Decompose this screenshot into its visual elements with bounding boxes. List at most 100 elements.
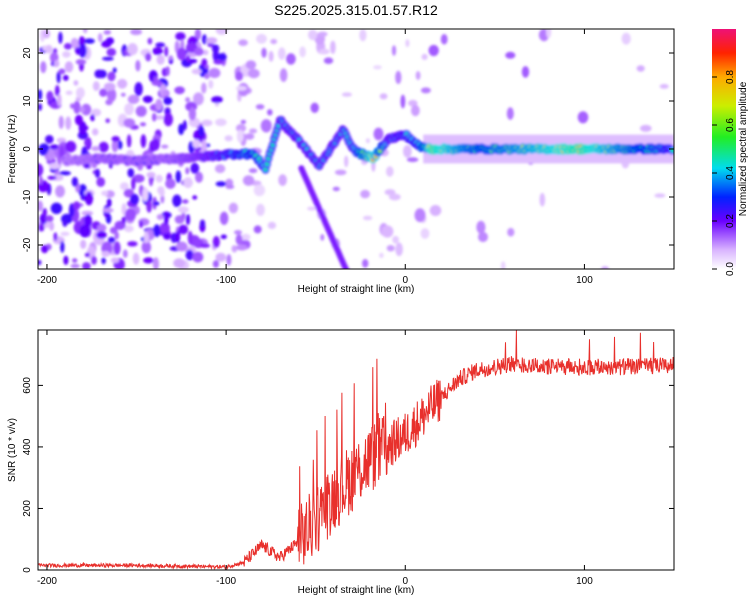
- spectrogram-cell: [344, 269, 350, 275]
- spectrogram-cell: [403, 145, 412, 158]
- spectrogram-cell: [111, 139, 119, 153]
- spectrogram-cell: [120, 92, 126, 97]
- spectrogram-cell: [42, 208, 47, 217]
- spectrogram-cell: [102, 207, 114, 213]
- figure-title: S225.2025.315.01.57.R12: [274, 2, 438, 18]
- spectrogram-cell: [391, 45, 397, 56]
- spectrogram-cell: [359, 29, 367, 42]
- spectrogram-cell: [270, 38, 278, 45]
- spectrogram-cell: [201, 139, 207, 154]
- spectrogram-cell: [244, 133, 255, 140]
- spectrogram-cell: [201, 119, 213, 127]
- spectrogram-cell: [120, 182, 129, 191]
- spectrogram-cell: [125, 208, 136, 222]
- spectrogram-cell: [57, 93, 62, 107]
- spectrogram-cell: [46, 90, 54, 102]
- spectrogram-ytick-label: 10: [22, 95, 33, 107]
- spectrogram-cell: [362, 259, 369, 268]
- spectrogram-cell: [261, 47, 267, 58]
- spectrogram-cell: [102, 56, 114, 61]
- spectrogram-cell: [307, 206, 317, 211]
- spectrogram-cell: [132, 174, 145, 183]
- spectrogram-cell: [114, 231, 119, 240]
- spectrogram-cell: [177, 206, 189, 213]
- spectrogram-cell: [84, 38, 95, 44]
- spectrogram-cell: [80, 239, 87, 249]
- spectrogram-cell: [142, 187, 149, 202]
- spectrogram-cell: [278, 174, 287, 187]
- spectrogram-cell: [38, 223, 45, 232]
- spectrogram-cell: [193, 92, 204, 106]
- spectrogram-cell: [421, 53, 428, 61]
- spectrogram-cell: [268, 50, 274, 62]
- spectrogram-cell: [365, 138, 370, 144]
- spectrogram-cell: [54, 85, 60, 97]
- spectrogram-cell: [91, 146, 100, 152]
- spectrogram-cell: [65, 116, 72, 130]
- spectrogram-cell: [47, 175, 57, 180]
- spectrogram-cell: [155, 42, 166, 48]
- spectrogram-cell: [659, 84, 669, 89]
- spectrogram-xtick-label: -200: [37, 275, 57, 286]
- spectrogram-cell: [386, 245, 395, 252]
- spectrogram-cell: [238, 39, 248, 46]
- spectrogram-cell: [414, 208, 426, 223]
- spectrogram-cell: [159, 222, 170, 235]
- spectrogram-cell: [81, 210, 94, 216]
- spectrogram-cell: [83, 163, 91, 169]
- spectrogram-cell: [317, 31, 328, 37]
- snr-ytick-label: 200: [22, 500, 33, 517]
- spectrogram-cell: [73, 100, 81, 114]
- spectrogram-cell: [41, 245, 49, 254]
- spectrogram-cell: [45, 215, 54, 223]
- spectrogram-cell: [108, 236, 116, 244]
- spectrogram-cell: [153, 224, 161, 238]
- spectrogram-cell: [546, 29, 552, 38]
- spectrogram-cell: [139, 220, 144, 228]
- spectrogram-xtick-label: -100: [216, 275, 236, 286]
- spectrogram-xtick-label: 100: [576, 275, 593, 286]
- spectrogram-cell: [84, 252, 90, 258]
- spectrogram-cell: [235, 71, 244, 81]
- spectrogram-cell: [84, 138, 89, 147]
- spectrogram-cell: [173, 258, 186, 268]
- spectrogram-cell: [81, 103, 92, 116]
- spectrogram-cell: [428, 44, 439, 57]
- spectrogram-cell: [94, 168, 101, 178]
- spectrogram-cell: [194, 29, 202, 40]
- spectrogram-cell: [127, 43, 138, 56]
- spectrogram-cell: [208, 79, 214, 89]
- spectrogram-cell: [212, 236, 220, 248]
- spectrogram-cell: [505, 51, 516, 59]
- spectrogram-cell: [155, 98, 163, 111]
- spectrogram-cell: [202, 49, 209, 56]
- spectrogram-cell: [405, 39, 410, 48]
- spectrogram-cell: [255, 104, 265, 110]
- spectrogram-cell: [142, 95, 153, 104]
- snr-axes: -200 -100 0 100 0 200 400 600: [22, 330, 674, 587]
- spectrogram-cell: [181, 212, 186, 220]
- spectrogram-cell: [105, 118, 110, 123]
- spectrogram-cell: [111, 136, 120, 142]
- spectrogram-cell: [406, 157, 419, 163]
- spectrogram-cell: [343, 267, 350, 269]
- spectrogram-cell: [279, 68, 288, 82]
- spectrogram-cell: [174, 86, 185, 95]
- spectrogram-cell: [127, 94, 140, 105]
- spectrogram-cell: [231, 245, 238, 253]
- spectrogram-cell: [395, 242, 403, 257]
- spectrogram-cell: [392, 235, 399, 244]
- spectrogram-cell: [101, 257, 106, 265]
- snr-xlabel: Height of straight line (km): [298, 585, 415, 596]
- spectrogram-cell: [381, 225, 394, 238]
- spectrogram-cell: [84, 191, 94, 206]
- spectrogram-cell: [190, 162, 200, 174]
- spectrogram-cell: [440, 34, 448, 45]
- spectrogram-cell: [176, 47, 187, 61]
- spectrogram-cell: [155, 174, 163, 183]
- spectrogram-cell: [72, 201, 81, 210]
- colorbar-gradient: [712, 29, 736, 269]
- spectrogram-cell: [114, 261, 125, 269]
